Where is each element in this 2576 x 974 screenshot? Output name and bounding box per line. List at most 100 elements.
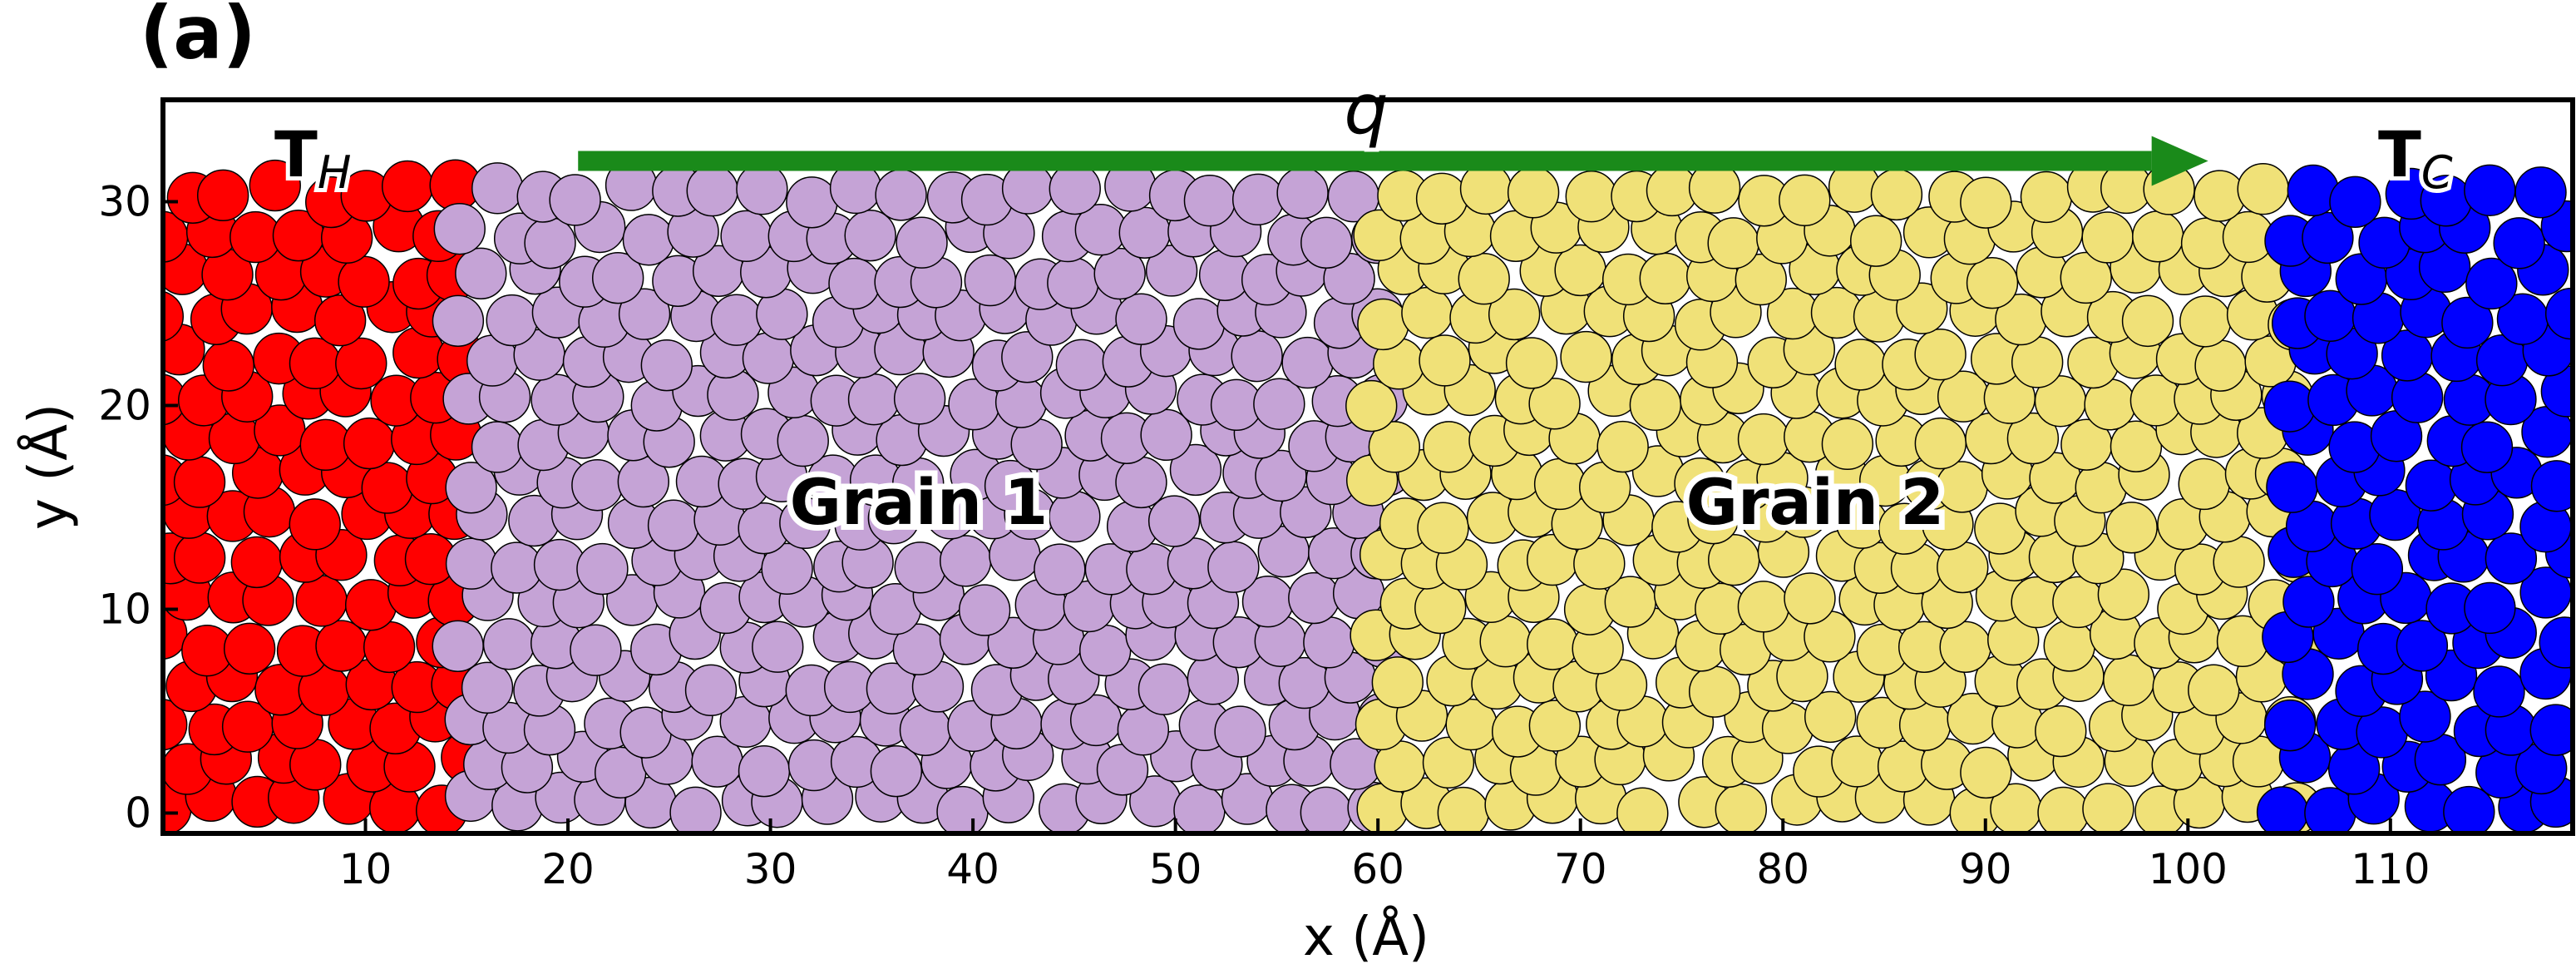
y-tick-label: 20 xyxy=(98,382,151,430)
atom xyxy=(761,542,813,596)
atom xyxy=(1560,330,1612,383)
atom xyxy=(710,294,763,346)
atom xyxy=(1423,421,1475,473)
grain2-label: Grain 2 xyxy=(1686,465,1945,539)
atom xyxy=(2006,412,2060,465)
atom xyxy=(461,661,514,714)
atom xyxy=(2464,164,2516,216)
cold-reservoir-label: TC xyxy=(2378,117,2453,199)
atom xyxy=(2043,620,2095,672)
atom xyxy=(1147,495,1201,547)
atom xyxy=(1573,537,1626,590)
atom xyxy=(686,165,738,217)
atom xyxy=(894,541,946,594)
atom xyxy=(1049,162,1101,215)
atom xyxy=(173,531,226,584)
atom xyxy=(173,456,226,508)
atom xyxy=(2035,705,2087,758)
atom xyxy=(1047,257,1099,309)
atom xyxy=(640,339,693,392)
atom xyxy=(870,744,923,798)
atom xyxy=(2179,295,2232,348)
atom xyxy=(1231,329,1283,383)
atom xyxy=(289,337,342,390)
atom xyxy=(2399,690,2451,743)
atom xyxy=(896,216,948,269)
atom xyxy=(2237,162,2289,215)
atom xyxy=(893,373,946,425)
atom xyxy=(338,255,390,308)
atom xyxy=(1849,215,1902,267)
atom xyxy=(1288,571,1340,625)
atom xyxy=(1505,337,1558,389)
atom xyxy=(249,159,301,212)
atom xyxy=(2194,339,2247,392)
atom xyxy=(571,459,624,512)
atom xyxy=(779,497,832,550)
atom xyxy=(2121,294,2174,348)
plot-frame xyxy=(160,97,2575,836)
atom xyxy=(736,163,788,215)
atom xyxy=(1422,736,1475,789)
atom xyxy=(2213,536,2265,588)
atom xyxy=(163,607,188,660)
atom xyxy=(1735,253,1787,306)
atom xyxy=(433,202,486,255)
x-tick-label: 60 xyxy=(1351,845,1404,893)
atom xyxy=(1401,286,1453,339)
atom xyxy=(432,294,485,347)
y-tick-label: 30 xyxy=(98,178,151,226)
atom xyxy=(1639,252,1691,305)
x-tick-label: 100 xyxy=(2149,845,2228,893)
atom xyxy=(1528,378,1581,430)
atom xyxy=(343,417,396,470)
atom xyxy=(2396,620,2449,672)
atom xyxy=(940,535,992,587)
atom xyxy=(202,339,254,392)
atom xyxy=(2178,457,2230,511)
atom xyxy=(1300,786,1352,833)
atom xyxy=(2530,460,2573,512)
atom xyxy=(2485,532,2538,585)
atom xyxy=(1565,171,1617,223)
atom xyxy=(2302,211,2354,265)
atom xyxy=(1414,581,1467,635)
atom xyxy=(1459,162,1513,215)
atom xyxy=(2441,296,2494,349)
atom xyxy=(549,174,601,226)
atom xyxy=(1115,456,1167,509)
atom xyxy=(2282,576,2335,628)
x-tick-label: 110 xyxy=(2351,845,2430,893)
atom xyxy=(1183,175,1236,227)
x-axis-label: x (Å) xyxy=(1303,905,1429,968)
atom xyxy=(1834,339,1887,391)
atom xyxy=(2266,461,2318,513)
atom xyxy=(335,337,387,390)
atom xyxy=(1371,656,1424,709)
atom xyxy=(2256,786,2309,833)
atom xyxy=(936,785,989,833)
atom xyxy=(2464,581,2516,635)
atom xyxy=(1300,216,1353,269)
x-tick-label: 20 xyxy=(541,845,595,893)
atom xyxy=(1784,572,1836,625)
x-tick-label: 80 xyxy=(1756,845,1809,893)
atom xyxy=(2514,166,2567,219)
atom xyxy=(2052,576,2105,629)
atom xyxy=(1966,256,2019,309)
atom xyxy=(738,744,791,798)
atom xyxy=(2132,210,2184,263)
atom xyxy=(1488,288,1541,341)
atom xyxy=(1715,784,1767,833)
atom xyxy=(1345,379,1398,433)
atom xyxy=(1214,705,1266,758)
x-tick-label: 10 xyxy=(339,845,392,893)
atom xyxy=(1527,618,1579,670)
atom xyxy=(720,210,772,263)
atom xyxy=(1207,541,1260,593)
atom xyxy=(1078,624,1132,677)
atom xyxy=(2405,459,2458,512)
atom xyxy=(984,459,1037,512)
atom xyxy=(1596,420,1649,473)
atom xyxy=(669,786,722,833)
